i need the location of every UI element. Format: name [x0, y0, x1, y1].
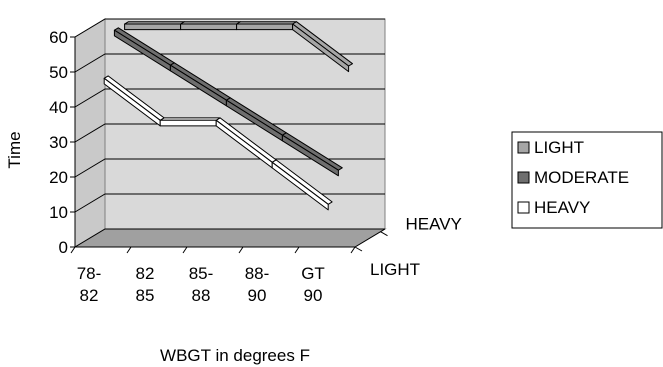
x-tick-mark: [294, 246, 300, 254]
x-tick-label: 85: [136, 286, 155, 305]
ribbon-front-segment: [159, 119, 217, 127]
y-axis-title: Time: [5, 131, 24, 168]
x-tick-label: 82: [80, 286, 99, 305]
y-tick-label: 50: [49, 63, 68, 82]
x-tick-label: 90: [304, 286, 323, 305]
y-tick-label: 60: [49, 28, 68, 47]
depth-tick-label: LIGHT: [370, 260, 420, 279]
axes: [70, 37, 388, 254]
gridline: [74, 158, 385, 178]
gridline: [74, 193, 385, 213]
gridline: [74, 53, 385, 73]
legend-swatch: [517, 201, 530, 214]
y-tick-label: 40: [49, 98, 68, 117]
x-tick-label: 90: [248, 286, 267, 305]
depth-axis-line: [354, 228, 386, 248]
gridline: [74, 123, 385, 143]
x-tick-label: 85-: [189, 264, 214, 283]
y-tick-label: 10: [49, 203, 68, 222]
x-tick-labels: 78- 82 82 85 85- 88 88- 90 GT 90: [77, 264, 325, 305]
x-tick-mark: [238, 246, 244, 254]
gridlines: [70, 18, 385, 248]
legend-swatch: [517, 141, 530, 154]
depth-tick-labels: LIGHT HEAVY: [370, 215, 462, 279]
ribbon-front-segment: [124, 23, 182, 31]
y-tick-label: 0: [59, 238, 68, 257]
gridline: [74, 228, 385, 248]
x-tick-label: 82: [136, 264, 155, 283]
x-tick-mark: [70, 246, 76, 254]
legend-label: MODERATE: [534, 168, 629, 187]
legend-label: HEAVY: [534, 198, 590, 217]
depth-tick-label: HEAVY: [406, 215, 462, 234]
legend: LIGHT MODERATE HEAVY: [511, 131, 663, 229]
legend-label: LIGHT: [534, 138, 584, 157]
series-light: [124, 21, 353, 73]
ribbon-front-segment: [271, 161, 329, 211]
ribbon-front-segment: [292, 23, 350, 73]
y-tick-label: 30: [49, 133, 68, 152]
y-tick-labels: 0 10 20 30 40 50 60: [49, 28, 68, 257]
x-tick-mark: [126, 246, 132, 254]
ribbon-front-segment: [180, 23, 238, 31]
y-tick-label: 20: [49, 168, 68, 187]
gridline: [74, 18, 385, 38]
legend-box: [511, 131, 663, 229]
legend-swatch: [517, 171, 530, 184]
x-tick-mark: [350, 246, 356, 254]
ribbon-front-segment: [236, 23, 294, 31]
x-axis-title: WBGT in degrees F: [160, 346, 310, 365]
depth-tick-mark: [380, 231, 388, 237]
floor: [73, 228, 387, 248]
depth-tick-mark: [354, 246, 363, 252]
series-moderate: [113, 27, 343, 177]
series-heavy: [103, 75, 333, 211]
series-ribbons: [103, 21, 353, 211]
x-tick-label: GT: [301, 264, 325, 283]
x-tick-label: 88: [192, 286, 211, 305]
x-tick-label: 78-: [77, 264, 102, 283]
x-tick-mark: [182, 246, 188, 254]
x-tick-label: 88-: [245, 264, 270, 283]
ribbon-front-segment: [281, 134, 339, 177]
gridline: [74, 88, 385, 108]
